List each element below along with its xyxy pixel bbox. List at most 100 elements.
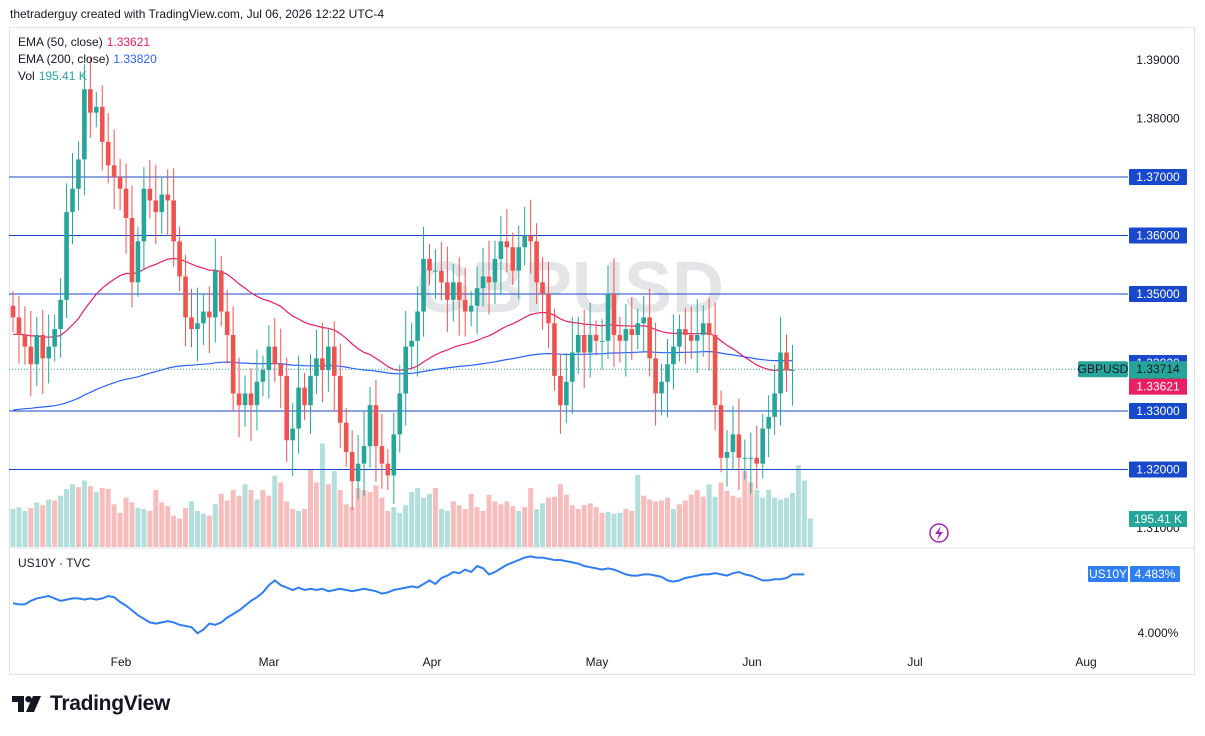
candle-body[interactable] bbox=[665, 364, 670, 382]
candle-body[interactable] bbox=[385, 463, 391, 476]
candle-body[interactable] bbox=[58, 299, 63, 330]
candle-body[interactable] bbox=[230, 334, 236, 394]
candle-body[interactable] bbox=[195, 323, 200, 330]
candle-body[interactable] bbox=[94, 106, 99, 113]
candle-body[interactable] bbox=[153, 200, 159, 213]
candle-body[interactable] bbox=[689, 334, 694, 341]
candle-body[interactable] bbox=[730, 434, 736, 452]
candle-body[interactable] bbox=[766, 416, 771, 429]
candle-body[interactable] bbox=[88, 89, 93, 113]
candle-body[interactable] bbox=[302, 387, 307, 406]
candle-body[interactable] bbox=[284, 375, 289, 441]
candle-body[interactable] bbox=[575, 334, 581, 353]
candle-body[interactable] bbox=[397, 393, 403, 435]
candle-body[interactable] bbox=[40, 334, 46, 359]
candle-body[interactable] bbox=[623, 329, 629, 341]
us10y-line[interactable] bbox=[12, 555, 805, 635]
candle-body[interactable] bbox=[367, 405, 373, 447]
candle-body[interactable] bbox=[433, 270, 438, 272]
candle-body[interactable] bbox=[427, 258, 432, 271]
candle-body[interactable] bbox=[558, 375, 563, 406]
candle-body[interactable] bbox=[141, 188, 147, 242]
candle-body[interactable] bbox=[498, 241, 504, 259]
lightning-icon[interactable] bbox=[929, 523, 949, 543]
candle-body[interactable] bbox=[361, 446, 367, 464]
candle-body[interactable] bbox=[760, 428, 765, 464]
candle-body[interactable] bbox=[355, 463, 361, 482]
candle-body[interactable] bbox=[135, 241, 141, 283]
candle-body[interactable] bbox=[403, 346, 408, 394]
candle-body[interactable] bbox=[659, 381, 664, 394]
candle-body[interactable] bbox=[480, 276, 486, 289]
candle-body[interactable] bbox=[201, 311, 206, 324]
candle-body[interactable] bbox=[492, 258, 498, 283]
candle-body[interactable] bbox=[528, 235, 533, 242]
candle-body[interactable] bbox=[641, 317, 646, 324]
candle-body[interactable] bbox=[129, 217, 135, 283]
candle-body[interactable] bbox=[165, 194, 170, 201]
candle-body[interactable] bbox=[671, 346, 676, 365]
candle-body[interactable] bbox=[332, 346, 337, 376]
candle-body[interactable] bbox=[605, 294, 611, 341]
candle-body[interactable] bbox=[736, 434, 742, 458]
candle-body[interactable] bbox=[278, 364, 284, 376]
candle-body[interactable] bbox=[683, 329, 688, 335]
candle-body[interactable] bbox=[16, 317, 22, 335]
candle-body[interactable] bbox=[254, 381, 260, 406]
candle-body[interactable] bbox=[445, 282, 450, 300]
candle-body[interactable] bbox=[337, 375, 343, 423]
candle-body[interactable] bbox=[647, 317, 652, 359]
candle-body[interactable] bbox=[510, 247, 516, 271]
candle-body[interactable] bbox=[724, 451, 730, 458]
candle-body[interactable] bbox=[552, 323, 557, 376]
candle-body[interactable] bbox=[105, 141, 111, 166]
candle-body[interactable] bbox=[34, 334, 40, 365]
candle-body[interactable] bbox=[242, 393, 248, 406]
candle-body[interactable] bbox=[28, 346, 34, 365]
candle-body[interactable] bbox=[540, 282, 545, 294]
candle-body[interactable] bbox=[189, 317, 194, 330]
candle-body[interactable] bbox=[10, 305, 16, 318]
candle-body[interactable] bbox=[52, 329, 57, 347]
candle-body[interactable] bbox=[290, 428, 295, 441]
candle-body[interactable] bbox=[224, 311, 230, 335]
legend-ema50[interactable]: EMA (50, close) 1.33621 bbox=[18, 34, 150, 50]
candle-body[interactable] bbox=[778, 352, 783, 394]
candle-body[interactable] bbox=[486, 276, 492, 283]
candle-body[interactable] bbox=[712, 334, 718, 406]
candle-body[interactable] bbox=[218, 270, 224, 312]
candle-body[interactable] bbox=[516, 247, 522, 271]
candle-body[interactable] bbox=[266, 346, 272, 371]
candle-body[interactable] bbox=[207, 311, 212, 318]
candle-body[interactable] bbox=[790, 370, 795, 372]
candle-body[interactable] bbox=[546, 294, 551, 324]
candle-body[interactable] bbox=[570, 352, 575, 382]
candle-body[interactable] bbox=[147, 188, 153, 201]
candle-body[interactable] bbox=[308, 375, 313, 406]
candle-body[interactable] bbox=[629, 329, 635, 335]
candle-body[interactable] bbox=[409, 340, 414, 347]
candle-body[interactable] bbox=[718, 405, 724, 458]
candle-body[interactable] bbox=[439, 270, 444, 283]
candle-body[interactable] bbox=[314, 358, 319, 376]
candle-body[interactable] bbox=[564, 381, 569, 406]
candle-body[interactable] bbox=[742, 457, 748, 459]
candle-body[interactable] bbox=[171, 200, 176, 242]
legend-volume[interactable]: Vol 195.41 K bbox=[18, 68, 87, 84]
candle-body[interactable] bbox=[456, 282, 462, 300]
candle-body[interactable] bbox=[587, 334, 593, 353]
candle-body[interactable] bbox=[379, 446, 385, 464]
candle-body[interactable] bbox=[213, 270, 218, 318]
candle-body[interactable] bbox=[635, 323, 641, 335]
candle-body[interactable] bbox=[373, 405, 379, 447]
candle-body[interactable] bbox=[236, 393, 242, 406]
candle-body[interactable] bbox=[474, 288, 480, 306]
candle-body[interactable] bbox=[706, 323, 712, 335]
candle-body[interactable] bbox=[117, 177, 123, 189]
candle-body[interactable] bbox=[320, 358, 325, 371]
candle-body[interactable] bbox=[462, 299, 468, 312]
candle-body[interactable] bbox=[183, 276, 188, 318]
candle-body[interactable] bbox=[421, 258, 426, 312]
candle-body[interactable] bbox=[677, 329, 682, 347]
candle-body[interactable] bbox=[46, 346, 51, 359]
